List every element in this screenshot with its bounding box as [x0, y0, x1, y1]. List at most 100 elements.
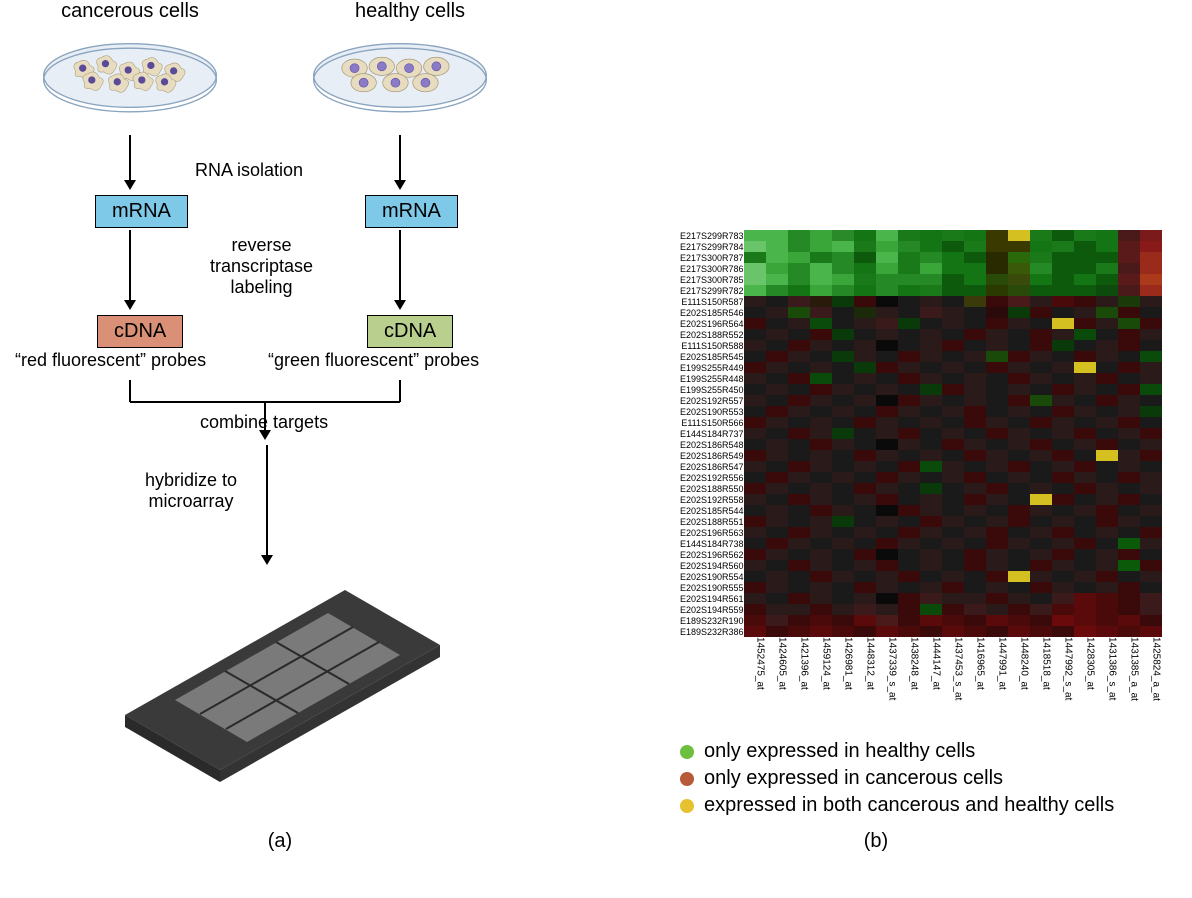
heatmap-cell — [832, 571, 854, 582]
arrow-down-icon — [257, 445, 277, 565]
heatmap-cell — [1118, 274, 1140, 285]
heatmap-cell — [1008, 593, 1030, 604]
rna-isolation-label: RNA isolation — [195, 160, 303, 181]
heatmap-cell — [920, 329, 942, 340]
heatmap-cell — [942, 472, 964, 483]
heatmap-cell — [766, 406, 788, 417]
heatmap-cell — [964, 307, 986, 318]
heatmap-cell — [810, 571, 832, 582]
heatmap-cell — [876, 516, 898, 527]
heatmap-cell — [898, 538, 920, 549]
heatmap-cell — [898, 351, 920, 362]
heatmap-cell — [986, 450, 1008, 461]
heatmap-cell — [876, 351, 898, 362]
heatmap-cell — [832, 593, 854, 604]
heatmap-cell — [854, 263, 876, 274]
heatmap-cell — [898, 450, 920, 461]
heatmap-cell — [876, 384, 898, 395]
heatmap-cell — [942, 384, 964, 395]
heatmap-cell — [920, 626, 942, 637]
heatmap-cell — [810, 549, 832, 560]
heatmap-cell — [1030, 395, 1052, 406]
heatmap-cell — [1096, 604, 1118, 615]
heatmap-cell — [788, 406, 810, 417]
heatmap-cell — [766, 329, 788, 340]
heatmap-cell — [986, 439, 1008, 450]
heatmap-cell — [788, 373, 810, 384]
heatmap-cell — [1074, 296, 1096, 307]
heatmap-cell — [986, 582, 1008, 593]
heatmap-cell — [1008, 406, 1030, 417]
heatmap-cell — [1008, 450, 1030, 461]
heatmap-cell — [788, 252, 810, 263]
heatmap-cell — [942, 307, 964, 318]
heatmap-cell — [1052, 307, 1074, 318]
heatmap-cell — [766, 340, 788, 351]
heatmap-cell — [1030, 428, 1052, 439]
heatmap-cell — [1052, 571, 1074, 582]
heatmap-cell — [1118, 538, 1140, 549]
heatmap-cell — [766, 538, 788, 549]
heatmap-cell — [1052, 560, 1074, 571]
heatmap-cell — [1140, 340, 1162, 351]
legend-dot-icon — [680, 772, 694, 786]
heatmap-cell — [854, 362, 876, 373]
heatmap-cell — [1030, 483, 1052, 494]
heatmap-cell — [788, 461, 810, 472]
heatmap-cell — [766, 285, 788, 296]
heatmap-cell — [832, 241, 854, 252]
heatmap-cell — [854, 329, 876, 340]
heatmap-cell — [744, 527, 766, 538]
heatmap-cell — [920, 461, 942, 472]
heatmap-cell — [876, 329, 898, 340]
heatmap-col-label: 1448312_at — [854, 637, 876, 717]
heatmap-cell — [920, 527, 942, 538]
heatmap-cell — [744, 340, 766, 351]
heatmap-cell — [1140, 472, 1162, 483]
heatmap-cell — [1030, 615, 1052, 626]
heatmap-cell — [1074, 417, 1096, 428]
heatmap-cell — [832, 472, 854, 483]
heatmap-cell — [1140, 571, 1162, 582]
heatmap-cell — [1030, 406, 1052, 417]
heatmap-cell — [766, 549, 788, 560]
heatmap-cell — [832, 516, 854, 527]
heatmap-cell — [942, 626, 964, 637]
heatmap-cell — [876, 593, 898, 604]
heatmap-cell — [1074, 571, 1096, 582]
heatmap-cell — [898, 527, 920, 538]
heatmap-cell — [788, 516, 810, 527]
heatmap-row-label: E202S194R561 — [680, 593, 744, 604]
heatmap-cell — [1052, 604, 1074, 615]
heatmap-cell — [920, 582, 942, 593]
heatmap-cell — [1030, 285, 1052, 296]
heatmap-cell — [964, 351, 986, 362]
heatmap-cell — [1140, 461, 1162, 472]
heatmap-cell — [744, 472, 766, 483]
heatmap-cell — [920, 230, 942, 241]
heatmap-cell — [1096, 252, 1118, 263]
heatmap-cell — [810, 505, 832, 516]
heatmap-cell — [1052, 351, 1074, 362]
heatmap-cell — [1074, 505, 1096, 516]
heatmap-cell — [1118, 406, 1140, 417]
heatmap-cell — [766, 593, 788, 604]
heatmap-cell — [1008, 384, 1030, 395]
heatmap-cell — [1008, 340, 1030, 351]
heatmap-cell — [854, 472, 876, 483]
heatmap-cell — [964, 230, 986, 241]
heatmap-cell — [832, 549, 854, 560]
heatmap-cell — [766, 373, 788, 384]
heatmap-cell — [898, 263, 920, 274]
heatmap-cell — [1140, 252, 1162, 263]
heatmap-cell — [964, 428, 986, 439]
heatmap-cell — [766, 516, 788, 527]
heatmap-cell — [1052, 285, 1074, 296]
heatmap-cell — [810, 582, 832, 593]
heatmap-cell — [942, 329, 964, 340]
heatmap-cell — [942, 582, 964, 593]
heatmap-cell — [876, 527, 898, 538]
heatmap-cell — [744, 263, 766, 274]
heatmap-cell — [1096, 593, 1118, 604]
panel-a: cancerous cells healthy cells — [0, 0, 560, 898]
